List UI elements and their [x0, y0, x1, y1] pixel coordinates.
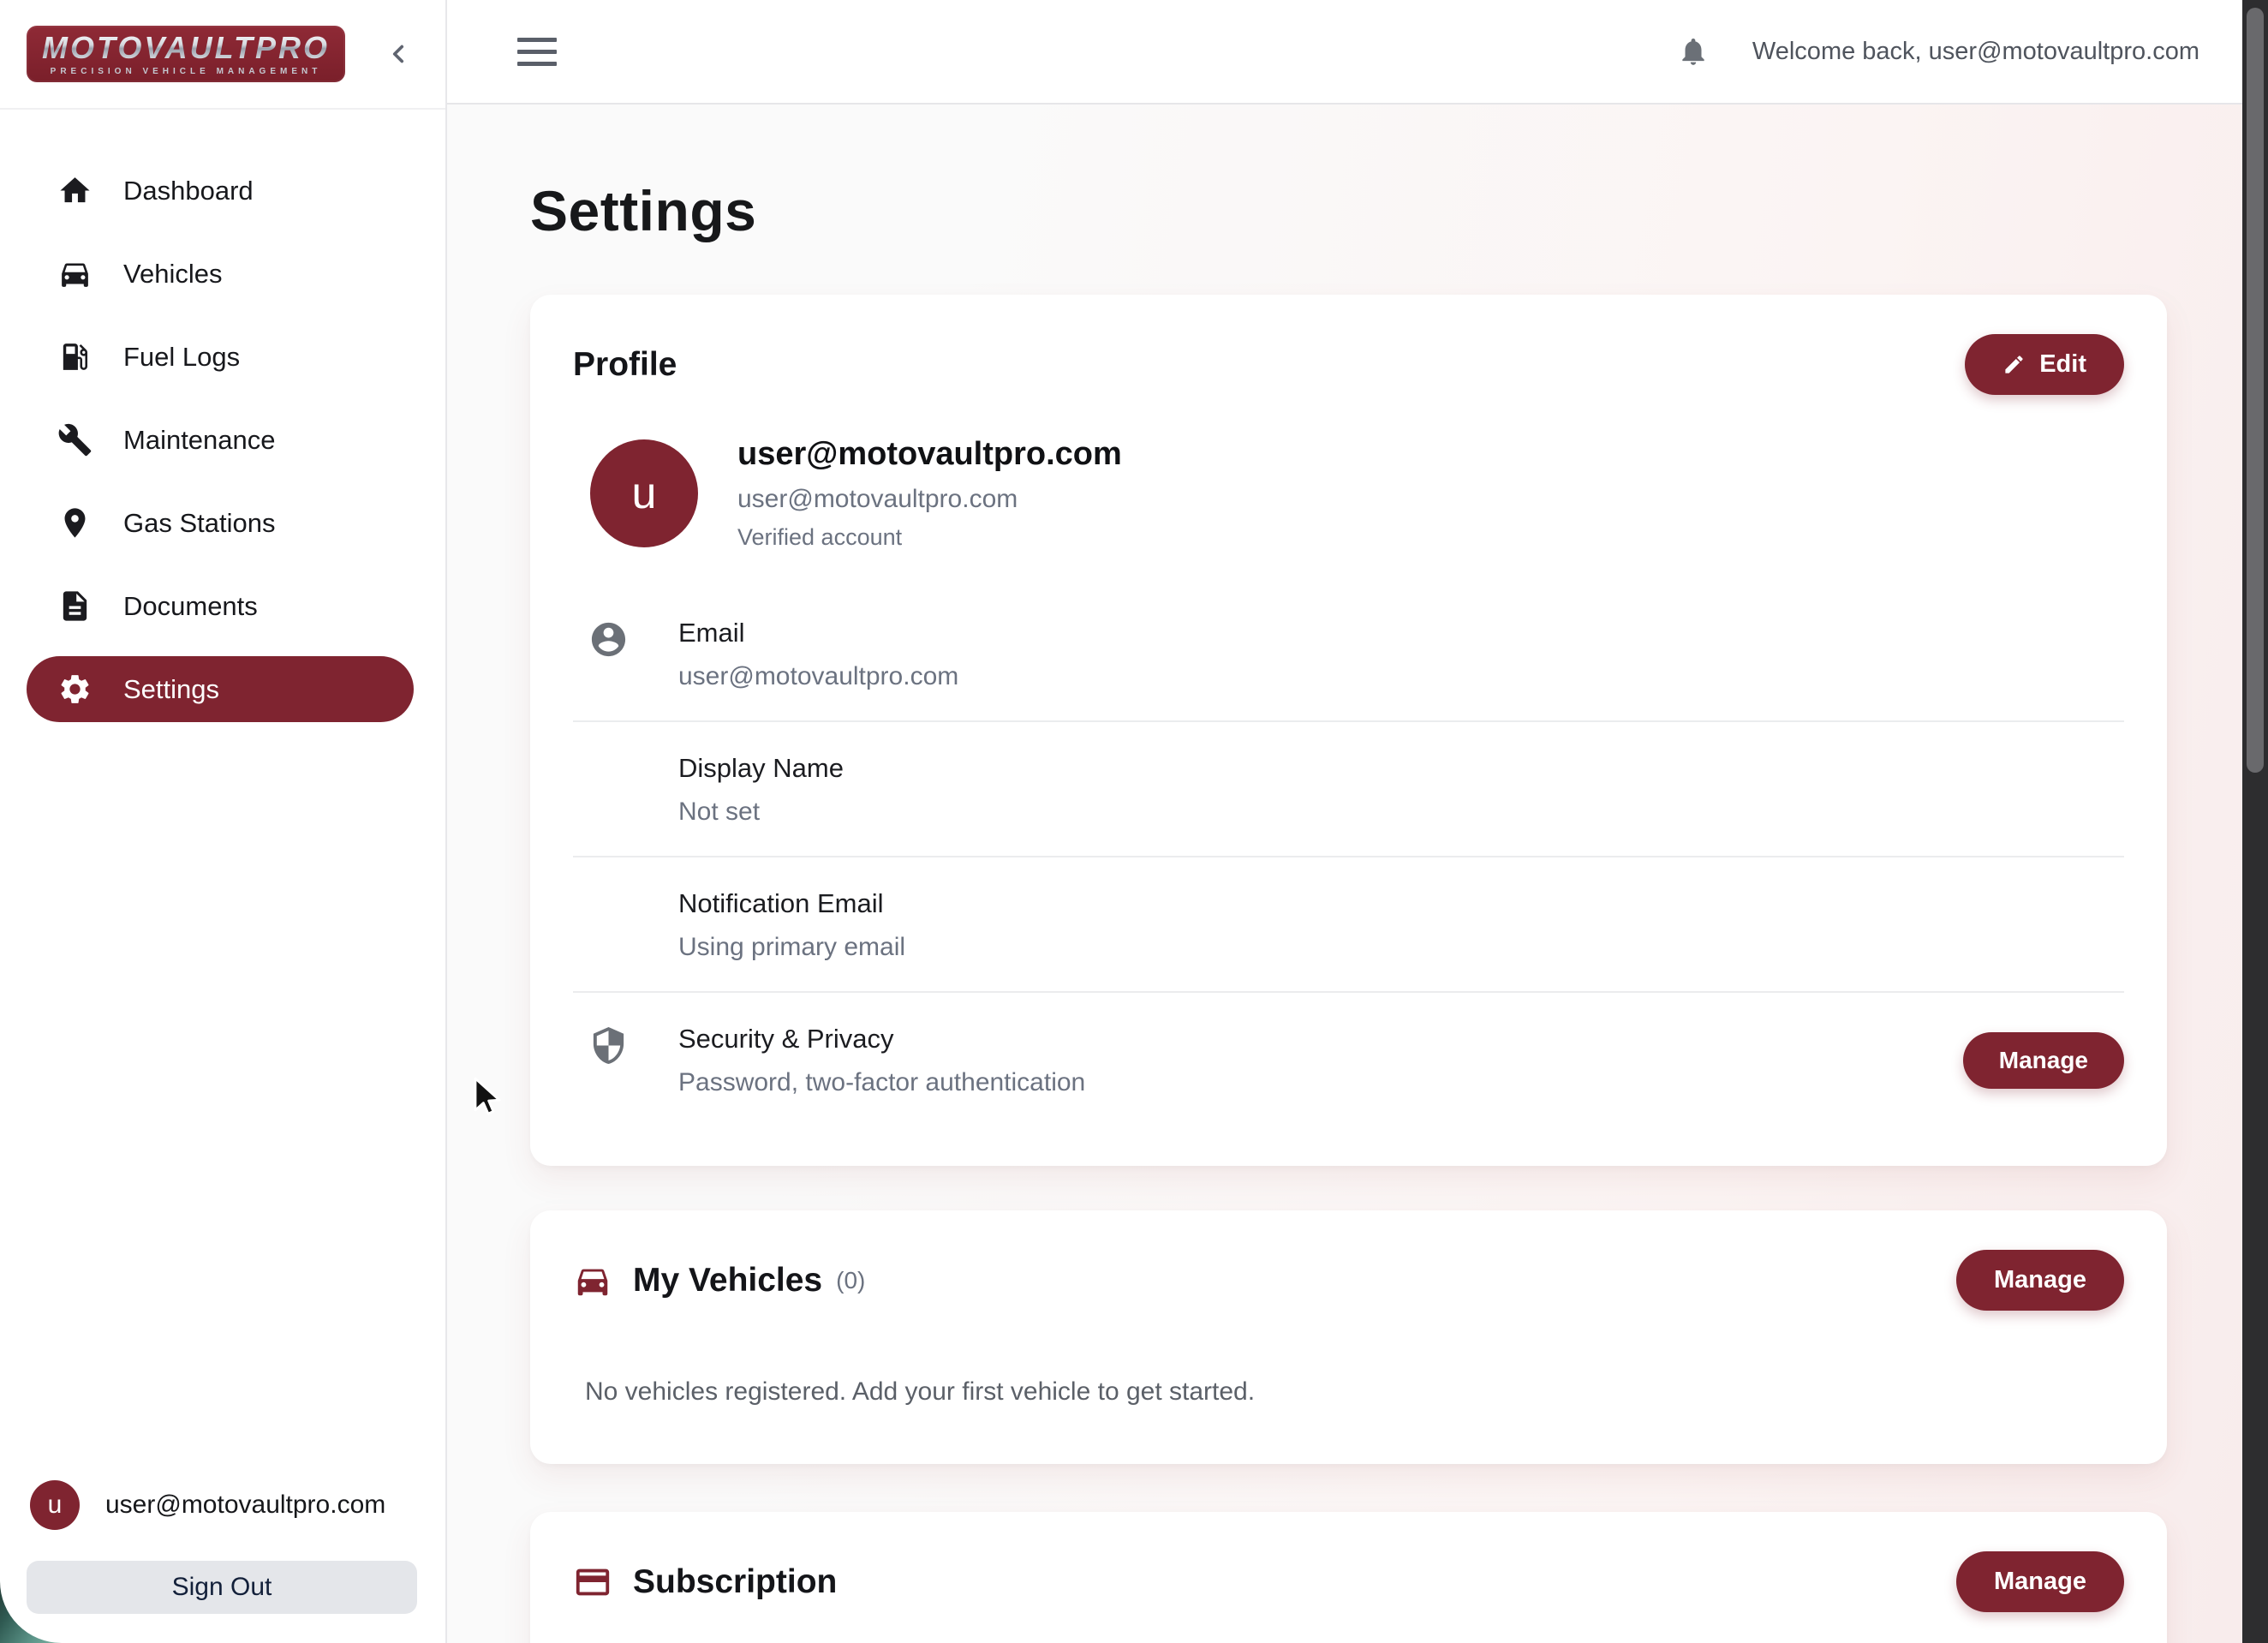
page-title: Settings [530, 179, 757, 242]
subscription-card: Subscription Manage Current Plan: FREE [530, 1512, 2167, 1643]
notifications-button[interactable] [1677, 35, 1710, 68]
brand-tagline: PRECISION VEHICLE MANAGEMENT [50, 66, 322, 76]
car-icon [573, 1261, 612, 1300]
home-icon [57, 173, 93, 208]
sidebar-item-vehicles[interactable]: Vehicles [27, 241, 414, 307]
sidebar-item-label: Documents [123, 590, 258, 621]
topbar: Welcome back, user@motovaultpro.com [447, 0, 2242, 105]
sidebar-item-label: Settings [123, 673, 220, 704]
sidebar-item-settings[interactable]: Settings [27, 656, 414, 722]
manage-vehicles-button[interactable]: Manage [1956, 1250, 2124, 1311]
vehicles-count: (0) [836, 1266, 866, 1293]
profile-row-display-name: Display Name Not set [573, 722, 2124, 857]
profile-row-notification-email: Notification Email Using primary email [573, 857, 2124, 993]
sidebar-nav: Dashboard Vehicles Fuel Logs Maintenance… [0, 110, 445, 722]
menu-button[interactable] [517, 37, 557, 66]
sign-out-button[interactable]: Sign Out [27, 1561, 417, 1614]
map-pin-icon [57, 505, 93, 541]
vehicles-empty-text: No vehicles registered. Add your first v… [585, 1377, 1256, 1406]
row-label: Display Name [678, 753, 844, 783]
bell-icon [1682, 38, 1704, 65]
sidebar-user-row: u user@motovaultpro.com [27, 1480, 417, 1530]
row-value: Using primary email [678, 933, 906, 961]
profile-rows: Email user@motovaultpro.com Display Name… [573, 587, 2124, 1126]
sidebar-item-label: Fuel Logs [123, 341, 241, 372]
sidebar-item-label: Gas Stations [123, 507, 276, 538]
sidebar: MOTOVAULTPRO PRECISION VEHICLE MANAGEMEN… [0, 0, 447, 1643]
row-label: Email [678, 618, 745, 648]
sidebar-item-dashboard[interactable]: Dashboard [27, 158, 414, 224]
shield-icon [588, 1024, 678, 1070]
avatar: u [590, 439, 698, 547]
brand-name: MOTOVAULTPRO [42, 29, 330, 65]
wrench-icon [57, 422, 93, 457]
profile-user-block: u user@motovaultpro.com user@motovaultpr… [573, 436, 2124, 551]
sidebar-item-label: Maintenance [123, 424, 276, 455]
sidebar-item-fuel-logs[interactable]: Fuel Logs [27, 324, 414, 390]
vehicles-card-title: My Vehicles [633, 1261, 823, 1299]
profile-row-security: Security & Privacy Password, two-factor … [573, 993, 2124, 1126]
profile-card: Profile Edit u user@motovaultpro.com use… [530, 295, 2167, 1166]
scrollbar[interactable] [2242, 0, 2268, 1643]
row-value: Password, two-factor authentication [678, 1068, 1086, 1096]
profile-display-name: user@motovaultpro.com [737, 436, 1122, 472]
avatar: u [30, 1480, 80, 1530]
profile-card-title: Profile [573, 345, 677, 383]
brand-logo: MOTOVAULTPRO PRECISION VEHICLE MANAGEMEN… [27, 26, 345, 82]
welcome-text: Welcome back, user@motovaultpro.com [1752, 37, 2199, 65]
profile-email-sub: user@motovaultpro.com [737, 485, 1018, 513]
manage-security-button[interactable]: Manage [1962, 1032, 2124, 1089]
document-icon [57, 588, 93, 624]
hamburger-icon [517, 37, 557, 42]
mouse-cursor [474, 1077, 501, 1115]
row-value: user@motovaultpro.com [678, 662, 959, 690]
fuel-pump-icon [57, 339, 93, 374]
chevron-left-icon [392, 45, 404, 63]
row-label: Notification Email [678, 888, 884, 918]
profile-row-email: Email user@motovaultpro.com [573, 587, 2124, 722]
pencil-icon [2005, 355, 2023, 373]
gear-icon [57, 672, 93, 707]
row-label: Security & Privacy [678, 1024, 894, 1054]
subscription-card-title: Subscription [633, 1562, 838, 1600]
verified-status: Verified account [737, 524, 903, 550]
row-value: Not set [678, 798, 761, 826]
main-content: Settings Profile Edit u user@motovaultpr… [447, 105, 2242, 1643]
person-circle-icon [588, 618, 678, 664]
sidebar-item-label: Vehicles [123, 258, 223, 289]
edit-profile-button[interactable]: Edit [1965, 334, 2124, 395]
sidebar-collapse-button[interactable] [384, 39, 413, 69]
manage-subscription-button[interactable]: Manage [1956, 1551, 2124, 1612]
sidebar-item-gas-stations[interactable]: Gas Stations [27, 490, 414, 556]
sidebar-footer: u user@motovaultpro.com Sign Out [0, 1480, 444, 1614]
sidebar-item-label: Dashboard [123, 175, 254, 206]
sidebar-item-maintenance[interactable]: Maintenance [27, 407, 414, 473]
edit-button-label: Edit [2039, 350, 2086, 378]
my-vehicles-card: My Vehicles (0) Manage No vehicles regis… [530, 1210, 2167, 1464]
sidebar-header: MOTOVAULTPRO PRECISION VEHICLE MANAGEMEN… [0, 0, 445, 110]
topbar-right: Welcome back, user@motovaultpro.com [1677, 35, 2199, 68]
credit-card-icon [573, 1562, 612, 1602]
scrollbar-thumb[interactable] [2247, 8, 2264, 773]
car-icon [57, 256, 93, 291]
sidebar-user-email: user@motovaultpro.com [105, 1491, 386, 1519]
sidebar-item-documents[interactable]: Documents [27, 573, 414, 639]
